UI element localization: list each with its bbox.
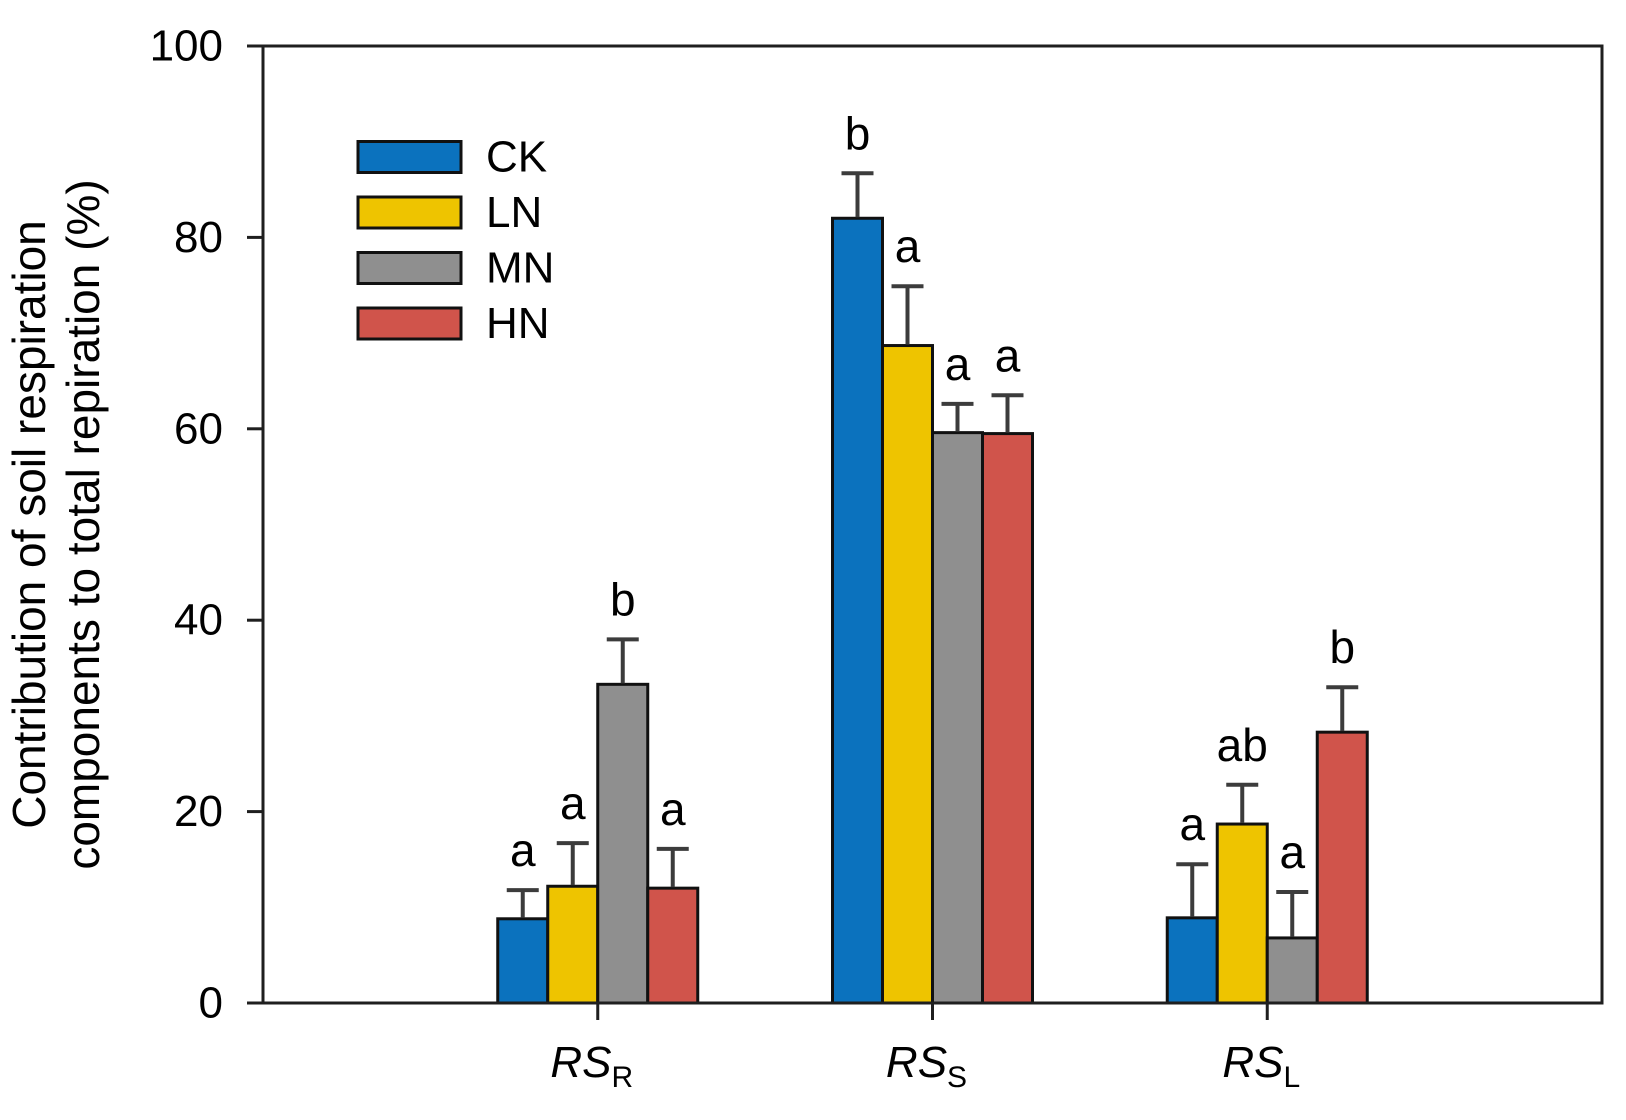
legend-swatch-LN — [356, 195, 463, 230]
y-tick-label: 40 — [174, 596, 223, 645]
bar-LN-R — [546, 884, 600, 1005]
significance-letter: a — [660, 783, 686, 835]
y-axis-title-line-1: Contribution of soil respiration — [3, 220, 55, 829]
significance-letter: a — [945, 338, 971, 390]
bar-HN-R — [646, 886, 700, 1005]
significance-letter: b — [1329, 621, 1355, 673]
y-tick-label: 100 — [150, 22, 223, 71]
bar-CK-S — [831, 216, 884, 1005]
significance-letter: a — [560, 777, 586, 829]
legend-swatch-HN — [356, 306, 463, 341]
significance-letter: a — [510, 824, 536, 876]
bar-CK-R — [496, 917, 550, 1005]
y-axis-title-line-2: components to total repiration (%) — [57, 179, 109, 869]
bar-LN-L — [1215, 822, 1269, 1005]
bar-MN-R — [596, 682, 650, 1005]
bar-HN-S — [981, 432, 1034, 1005]
y-tick-label: 60 — [174, 404, 223, 453]
bar-MN-S — [931, 431, 984, 1005]
y-tick-label: 80 — [174, 213, 223, 262]
significance-letter: a — [895, 220, 921, 272]
legend-label-LN: LN — [486, 188, 542, 237]
legend-swatch-CK — [356, 140, 463, 174]
legend-label-MN: MN — [486, 244, 554, 293]
significance-letter: ab — [1217, 719, 1268, 771]
bar-MN-L — [1265, 936, 1319, 1005]
legend-label-HN: HN — [486, 299, 550, 348]
significance-letter: b — [845, 107, 871, 159]
y-tick-label: 0 — [199, 979, 223, 1028]
significance-letter: a — [1279, 826, 1305, 878]
y-tick-label: 20 — [174, 787, 223, 836]
bar-CK-L — [1165, 916, 1219, 1005]
significance-letter: a — [1179, 798, 1205, 850]
bar-HN-L — [1315, 730, 1369, 1005]
bar-LN-S — [881, 344, 934, 1005]
significance-letter: a — [995, 329, 1021, 381]
legend-label-CK: CK — [486, 133, 547, 182]
significance-letter: b — [610, 573, 636, 625]
legend-swatch-MN — [356, 251, 463, 285]
